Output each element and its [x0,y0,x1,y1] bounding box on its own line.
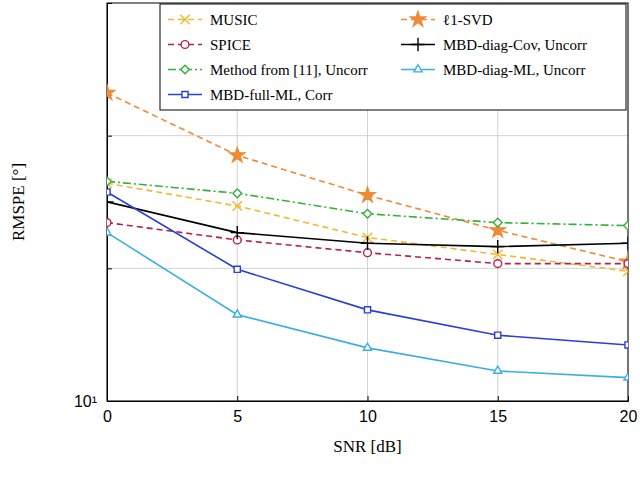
legend-label: MUSIC [210,12,258,28]
series-marker [620,254,628,268]
series-marker [494,260,502,268]
series-marker [363,209,372,218]
x-tick-mark [498,396,499,401]
x-tick: 10 [359,396,377,425]
legend-entry: ℓ1-SVD [401,12,493,28]
series-marker [624,260,628,268]
series-marker [107,219,111,227]
legend: MUSIC ℓ1-SVD SPICE MBD-diag-Cov, Uncorr Meth… [160,4,626,110]
legend-label: Method from [11], Uncorr [210,62,368,78]
legend-label: MBD-diag-Cov, Uncorr [443,37,587,53]
series-marker [491,240,504,253]
legend-marker [410,12,425,26]
series-marker [363,343,371,350]
series-marker [233,201,242,210]
series-line [107,233,628,378]
legend-label: MBD-full-ML, Corr [210,87,333,103]
legend-label: ℓ1-SVD [443,12,493,28]
y-tick [107,136,112,137]
series-marker [360,187,375,201]
y-tick-label: 10¹ [74,393,97,410]
chart: 0 5 10 15 20 10¹ SNR [dB] RMSPE [°] MUSIC ℓ1-SVD S… [0,0,640,494]
series-marker [364,307,370,313]
series-marker [231,226,244,239]
series-marker [107,189,110,195]
series-marker [624,373,628,380]
series-line [107,192,628,345]
series-area [107,85,628,380]
x-tick-label: 0 [103,408,112,425]
x-axis: 0 5 10 15 20 [103,396,637,425]
series-marker [230,147,245,161]
y-tick: 10¹ [74,393,112,410]
x-tick-label: 5 [233,408,242,425]
x-tick: 5 [233,396,242,425]
legend-marker [181,41,189,49]
series-line [107,223,628,264]
x-tick-label: 15 [489,408,507,425]
legend-box [160,4,626,110]
grid [107,3,628,401]
y-tick-mark [107,268,112,269]
legend-entry: Method from [11], Uncorr [168,62,368,78]
x-tick-label: 20 [620,408,638,425]
series-marker [624,221,628,230]
grid-line [107,135,628,136]
legend-entry: MBD-full-ML, Corr [168,87,333,103]
y-tick [107,268,112,269]
legend-marker [181,65,190,74]
series-marker [495,332,501,338]
series-marker [234,266,240,272]
grid-line [107,268,628,269]
series-marker [107,177,111,186]
series-marker [493,218,502,227]
x-tick-label: 10 [359,408,377,425]
series-marker [364,249,372,257]
legend-entry: MBD-diag-Cov, Uncorr [401,37,587,53]
series-marker [107,195,114,208]
legend-label: SPICE [210,37,251,53]
legend-marker [411,38,424,51]
series-marker [107,85,115,99]
y-tick-mark [107,136,112,137]
y-axis: 10¹ [74,4,112,410]
series-line [107,183,628,271]
plot: 0 5 10 15 20 10¹ [74,3,638,425]
series-marker [621,237,628,250]
series-marker [625,342,628,348]
x-tick: 15 [489,396,507,425]
series-marker [494,366,502,373]
legend-entry: MBD-diag-ML, Uncorr [401,62,585,78]
series-line [107,93,628,262]
legend-label: MBD-diag-ML, Uncorr [443,62,585,78]
legend-marker [414,65,422,72]
x-axis-title: SNR [dB] [333,437,401,456]
series-line [107,181,628,225]
x-tick: 20 [620,396,638,425]
x-tick-mark [368,396,369,401]
legend-entry: MUSIC [168,12,258,28]
y-axis-title: RMSPE [°] [9,163,28,241]
plot-frame [107,3,628,401]
legend-entry: SPICE [168,37,251,53]
series-marker [107,228,111,235]
series-marker [361,237,374,250]
x-tick-mark [237,396,238,401]
series-marker [233,310,241,317]
legend-marker [182,91,188,97]
series-marker [233,189,242,198]
legend-marker [180,15,189,24]
